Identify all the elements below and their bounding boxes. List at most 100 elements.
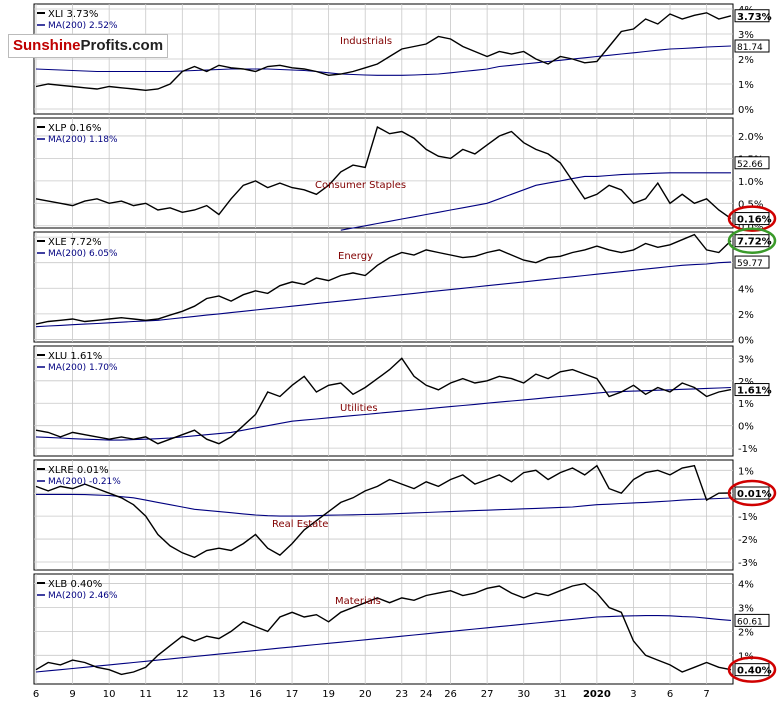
price-line (35, 582, 732, 676)
legend-price-label: XLI 3.73% (48, 9, 98, 20)
ma-value-box (734, 156, 770, 170)
y-tick-label: 0% (738, 105, 754, 116)
last-value-box (734, 9, 770, 23)
last-value-label: 0.01% (737, 489, 772, 500)
sector-label: Materials (335, 596, 381, 607)
y-tick-label: 2% (738, 377, 754, 388)
legend-ma-label: MA(200) 2.52% (48, 21, 118, 31)
sector-label: Industrials (340, 36, 392, 47)
y-tick-label: 3% (738, 354, 754, 365)
legend-ma-label: MA(200) 6.05% (48, 249, 118, 259)
ma200-line (35, 261, 732, 328)
highlight-circle (727, 205, 777, 232)
price-line (35, 125, 732, 220)
y-tick-label: 1% (738, 466, 754, 477)
last-value-label: 0.40% (737, 666, 772, 677)
price-line (35, 233, 732, 325)
price-line (35, 464, 732, 559)
sector-label: Consumer Staples (315, 180, 406, 191)
y-tick-label: 3% (738, 30, 754, 41)
y-tick-label: 1% (738, 80, 754, 91)
sector-label: Real Estate (272, 519, 328, 530)
highlight-circle (727, 479, 777, 507)
last-value-box (734, 486, 770, 500)
x-tick-label: 3 (630, 689, 636, 700)
y-tick-label: 1% (738, 399, 754, 410)
last-value-box (734, 234, 770, 248)
y-tick-label: 2% (738, 627, 754, 638)
legend-price-label: XLRE 0.01% (48, 465, 109, 476)
ma200-line (36, 493, 732, 517)
ma200-line (340, 172, 731, 231)
price-line (35, 12, 732, 92)
panel-frame (33, 573, 734, 685)
panel-frame (33, 345, 734, 457)
legend-price-label: XLE 7.72% (48, 237, 102, 248)
x-tick-label: 10 (103, 689, 116, 700)
y-tick-label: 2% (738, 310, 754, 321)
y-tick-label: 0% (738, 335, 754, 346)
last-value-box (734, 383, 770, 397)
legend-ma-label: MA(200) 1.70% (48, 363, 118, 373)
x-tick-label: 16 (249, 689, 262, 700)
last-value-label: 3.73% (737, 12, 772, 23)
last-value-label: 1.61% (737, 386, 772, 397)
ma-value-label: 59.77 (737, 259, 763, 269)
y-tick-label: -1% (738, 512, 757, 523)
last-value-label: 0.16% (737, 215, 772, 226)
panel-frame (33, 117, 734, 229)
sector-label: Utilities (340, 403, 378, 414)
highlight-circle (727, 227, 777, 254)
x-tick-label: 9 (69, 689, 75, 700)
x-tick-label: 24 (420, 689, 433, 700)
x-tick-label: 26 (444, 689, 457, 700)
x-tick-label: 12 (176, 689, 189, 700)
x-tick-label: 27 (481, 689, 494, 700)
ma-value-box (734, 613, 770, 627)
ma200-line (35, 386, 732, 441)
last-value-box (734, 212, 770, 226)
x-tick-label: 2020 (583, 689, 611, 700)
panel-frame (33, 459, 734, 571)
x-tick-label: 6 (33, 689, 39, 700)
last-value-label: 7.72% (737, 237, 772, 248)
x-tick-label: 19 (322, 689, 335, 700)
y-tick-label: 0.5% (738, 199, 763, 210)
x-tick-label: 30 (517, 689, 530, 700)
y-tick-label: 1.0% (738, 177, 763, 188)
legend-ma-label: MA(200) 2.46% (48, 591, 118, 601)
x-tick-label: 20 (359, 689, 372, 700)
y-tick-label: 3% (738, 603, 754, 614)
x-tick-label: 31 (554, 689, 567, 700)
ma-value-box (734, 39, 770, 53)
y-tick-label: 4% (738, 284, 754, 295)
legend-price-label: XLP 0.16% (48, 123, 101, 134)
ma-value-box (734, 255, 770, 269)
ma200-line (35, 45, 732, 76)
y-tick-label: -2% (738, 535, 757, 546)
y-tick-label: 2% (738, 55, 754, 66)
highlight-circle (727, 656, 777, 683)
x-tick-label: 6 (667, 689, 673, 700)
x-tick-label: 11 (139, 689, 152, 700)
last-value-box (734, 663, 770, 677)
legend-price-label: XLU 1.61% (48, 351, 102, 362)
legend-ma-label: MA(200) 1.18% (48, 135, 118, 145)
sector-label: Energy (338, 251, 373, 262)
panel-frame (33, 231, 734, 343)
y-tick-label: -3% (738, 558, 757, 569)
y-tick-label: 0% (738, 422, 754, 433)
legend-price-label: XLB 0.40% (48, 579, 102, 590)
x-tick-label: 17 (286, 689, 299, 700)
y-tick-label: 0.0% (738, 222, 763, 233)
price-line (35, 357, 732, 445)
y-tick-label: 4% (738, 580, 754, 591)
ma-value-label: 60.61 (737, 617, 763, 627)
legend-ma-label: MA(200) -0.21% (48, 477, 121, 487)
ma-value-label: 52.66 (737, 160, 763, 170)
sunshine-profits-logo: SunshineProfits.com (8, 34, 169, 58)
y-tick-label: -1% (738, 444, 757, 455)
x-tick-label: 13 (213, 689, 226, 700)
x-tick-label: 7 (703, 689, 709, 700)
